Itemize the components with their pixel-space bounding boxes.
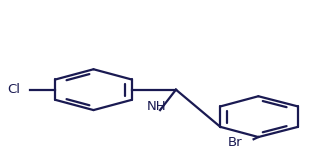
Text: NH: NH	[147, 100, 167, 113]
Text: Br: Br	[228, 136, 243, 149]
Text: Cl: Cl	[8, 83, 21, 96]
